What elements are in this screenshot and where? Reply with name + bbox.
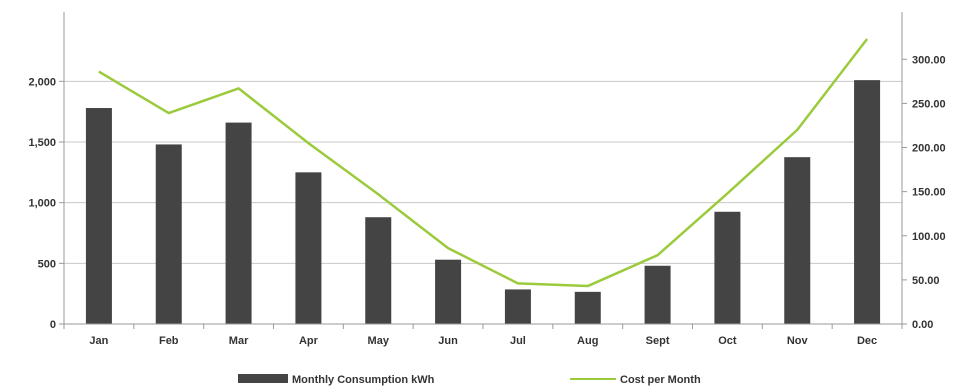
gridlines: [64, 80, 902, 264]
legend: Monthly Consumption kWh Cost per Month: [238, 374, 701, 386]
right-tick-label: 250.00: [912, 98, 946, 110]
right-tick-label: 300.00: [912, 54, 946, 66]
left-tick-label: 1,000: [28, 198, 56, 210]
x-tick-label: Sept: [646, 335, 670, 347]
bar-jul: [504, 289, 531, 324]
bar-series: [85, 80, 881, 324]
x-tick-label: Feb: [159, 335, 179, 347]
cost-line: [98, 38, 869, 288]
bar-oct: [714, 211, 741, 324]
x-tick-label: Mar: [229, 335, 249, 347]
x-tick-label: Apr: [299, 335, 319, 347]
legend-swatch-consumption: [238, 374, 288, 383]
x-tick-label: Aug: [577, 335, 598, 347]
legend-label-cost: Cost per Month: [620, 374, 701, 386]
x-tick-label: Jan: [89, 335, 108, 347]
x-tick-label: Nov: [787, 335, 809, 347]
axes: [59, 12, 907, 329]
left-tick-label: 1,500: [28, 137, 56, 149]
right-tick-label: 200.00: [912, 143, 946, 155]
tick-labels: 0 500 1,000 1,500 2,000 0.00 50.00 100.00 150.00…: [28, 54, 945, 347]
bar-may: [365, 217, 392, 324]
right-tick-label: 150.00: [912, 187, 946, 199]
right-tick-label: 0.00: [912, 319, 933, 331]
x-tick-label: Jul: [510, 335, 526, 347]
bar-jan: [85, 108, 112, 324]
bar-jun: [435, 259, 462, 324]
bar-nov: [784, 157, 811, 324]
bar-aug: [574, 291, 601, 324]
bar-feb: [155, 144, 182, 324]
bar-mar: [225, 122, 252, 324]
left-tick-label: 500: [38, 258, 56, 270]
right-tick-label: 50.00: [912, 275, 940, 287]
x-tick-label: Jun: [438, 335, 458, 347]
left-tick-label: 0: [50, 319, 56, 331]
x-tick-label: Dec: [857, 335, 877, 347]
bar-apr: [295, 172, 322, 324]
bar-dec: [854, 80, 881, 324]
legend-label-consumption: Monthly Consumption kWh: [292, 374, 435, 386]
line-series: [98, 38, 869, 288]
x-tick-label: May: [368, 335, 390, 347]
bar-sept: [644, 265, 671, 324]
left-tick-label: 2,000: [28, 76, 56, 88]
right-tick-label: 100.00: [912, 231, 946, 243]
x-tick-label: Oct: [718, 335, 737, 347]
